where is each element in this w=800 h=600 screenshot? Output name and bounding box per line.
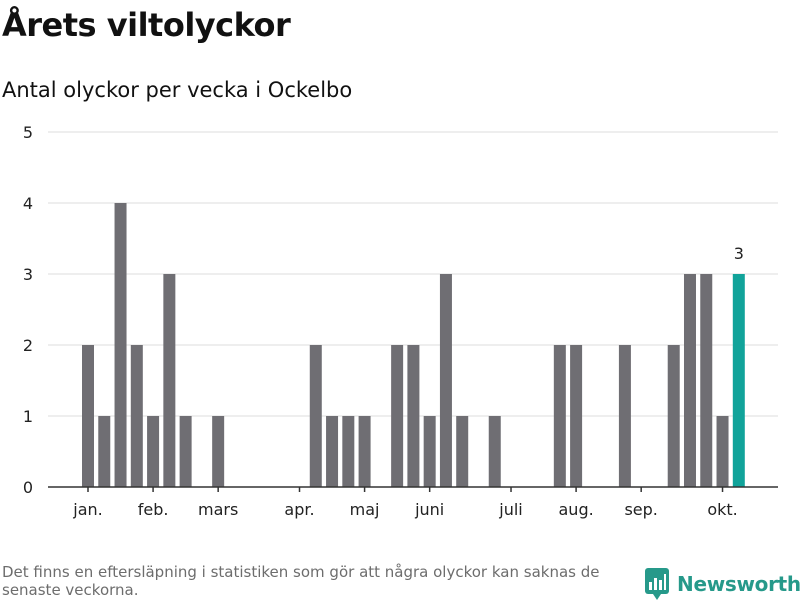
bar-chart: 0 1 2 3 4 5 jan. feb. mars apr. maj juni juli aug. se… [23, 123, 778, 519]
x-tick-label: feb. [138, 500, 169, 519]
y-axis-ticks: 0 1 2 3 4 5 [23, 123, 33, 497]
x-tick-label: sep. [624, 500, 657, 519]
y-tick-label: 1 [23, 407, 33, 426]
y-tick-label: 4 [23, 194, 33, 213]
newsworthy-logo-icon [645, 568, 669, 600]
bar [488, 416, 501, 487]
brand-name: Newsworthy [677, 572, 800, 596]
footer-note: Det finns en eftersläpning i statistiken… [2, 563, 600, 599]
bar [163, 274, 176, 487]
y-tick-label: 0 [23, 478, 33, 497]
bars [82, 203, 745, 487]
bar [114, 203, 127, 487]
bar [358, 416, 371, 487]
bar [391, 345, 404, 487]
chart-subtitle: Antal olyckor per vecka i Ockelbo [2, 78, 353, 102]
chart-title: Årets viltolyckor [2, 6, 291, 44]
highlight-data-label: 3 [734, 244, 744, 263]
bar-highlight [732, 274, 745, 487]
x-tick-label: mars [198, 500, 238, 519]
bar [553, 345, 566, 487]
bar [98, 416, 111, 487]
bar [667, 345, 680, 487]
bar [716, 416, 729, 487]
x-tick-label: juli [498, 500, 522, 519]
x-tick-label: apr. [284, 500, 314, 519]
bar [683, 274, 696, 487]
bar [618, 345, 631, 487]
bar [82, 345, 94, 487]
y-tick-label: 2 [23, 336, 33, 355]
x-tick-label: jan. [72, 500, 102, 519]
bar [423, 416, 436, 487]
brand-logo[interactable]: Newsworthy [645, 568, 800, 600]
bar [407, 345, 420, 487]
bar [147, 416, 160, 487]
x-tick-label: okt. [707, 500, 737, 519]
x-tick-label: aug. [559, 500, 594, 519]
x-tick-label: maj [350, 500, 380, 519]
y-tick-label: 5 [23, 123, 33, 142]
bar [212, 416, 225, 487]
bar [326, 416, 339, 487]
bar [570, 345, 583, 487]
bar [130, 345, 143, 487]
data-labels: 3 [734, 244, 744, 263]
y-tick-label: 3 [23, 265, 33, 284]
x-axis: jan. feb. mars apr. maj juni juli aug. sep. okt. [48, 486, 778, 519]
bar [456, 416, 469, 487]
bar [342, 416, 355, 487]
bar [439, 274, 452, 487]
bar [179, 416, 192, 487]
x-tick-label: juni [414, 500, 444, 519]
bar [309, 345, 322, 487]
bar [700, 274, 713, 487]
